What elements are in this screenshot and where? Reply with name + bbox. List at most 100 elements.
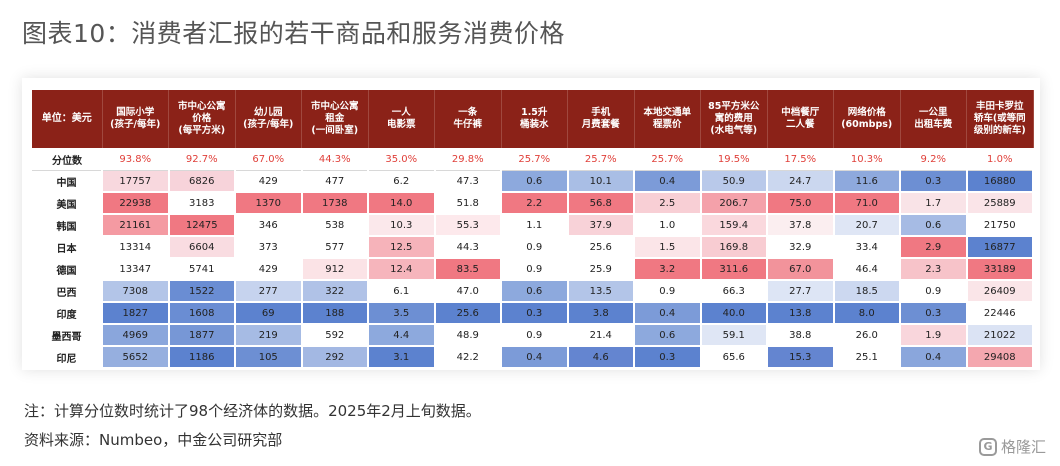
table-body: 分位数 93.8% 92.7% 67.0% 44.3% 35.0% 29.8% 25.7% 2… (32, 148, 1034, 369)
price-cell: 6.1 (368, 279, 436, 303)
column-header: 一人 电影票 (368, 90, 435, 148)
price-cell: 6604 (168, 236, 236, 259)
column-header: 1.5升 桶装水 (501, 90, 568, 148)
table-row: 日本 13314 6604 373 577 12.5 44.3 0.9 25.6 1.5 169.8… (32, 236, 1034, 259)
price-cell: 69 (235, 302, 303, 325)
table-row: 中国 17757 6826 429 477 6.2 47.3 0.6 10.1 0.4 50.9 24… (32, 170, 1034, 193)
gelonghui-logo-icon: G (978, 437, 997, 456)
price-cell: 22938 (102, 192, 170, 215)
percentile-value: 92.7% (168, 148, 235, 171)
price-cell: 14.0 (368, 192, 436, 215)
price-cell: 188 (301, 302, 369, 325)
price-cell: 10.1 (567, 170, 635, 193)
percentile-value: 25.7% (501, 148, 568, 171)
price-cell: 322 (301, 279, 369, 303)
price-cell: 1877 (168, 324, 236, 347)
price-cell: 38.8 (767, 324, 835, 347)
price-cell: 0.9 (501, 324, 569, 347)
price-cell: 0.9 (900, 279, 968, 303)
price-cell: 3.5 (368, 302, 436, 325)
price-cell: 16877 (966, 236, 1034, 259)
price-cell: 0.3 (900, 170, 968, 193)
table-row: 巴西 7308 1522 277 322 6.1 47.0 0.6 13.5 0.9 66.3 27.… (32, 279, 1034, 303)
table-row: 美国 22938 3183 1370 1738 14.0 51.8 2.2 56.8 2.5 206… (32, 192, 1034, 215)
page-title: 图表10：消费者汇报的若干商品和服务消费价格 (22, 19, 565, 48)
percentile-value: 17.5% (767, 148, 834, 171)
price-cell: 3.1 (368, 346, 436, 369)
unit-label: 单位：美元 (32, 90, 103, 148)
price-cell: 67.0 (767, 258, 835, 281)
price-cell: 0.9 (501, 258, 569, 281)
price-cell: 27.7 (767, 279, 835, 303)
country-label: 德国 (32, 258, 103, 281)
price-cell: 32.9 (767, 236, 835, 259)
price-cell: 346 (235, 214, 303, 237)
price-cell: 51.8 (434, 192, 502, 215)
table-row: 印度 1827 1608 69 188 3.5 25.6 0.3 3.8 0.4 40.0 13.8 8… (32, 302, 1034, 325)
price-cell: 18.5 (833, 279, 901, 303)
price-cell: 592 (301, 324, 369, 347)
price-cell: 429 (235, 258, 303, 281)
price-cell: 1.1 (501, 214, 569, 237)
price-cell: 2.2 (501, 192, 569, 215)
price-cell: 0.6 (501, 279, 569, 303)
price-cell: 44.3 (434, 236, 502, 259)
percentile-value: 25.7% (634, 148, 701, 171)
price-cell: 373 (235, 236, 303, 259)
price-cell: 21.4 (567, 324, 635, 347)
price-cell: 6.2 (368, 170, 436, 193)
source-note: 资料来源：Numbeo，中金公司研究部 (24, 431, 283, 449)
price-cell: 7308 (102, 279, 170, 303)
price-cell: 59.1 (700, 324, 768, 347)
price-table-card: 单位：美元 国际小学 (孩子/每年) 市中心公寓 价格 (每平方米) 幼儿园 (孩子… (22, 78, 1040, 370)
price-cell: 1522 (168, 279, 236, 303)
table-row: 德国 13347 5741 429 912 12.4 83.5 0.9 25.9 3.2 311.6… (32, 258, 1034, 281)
column-header: 85平方米公 寓的费用 (水电气等) (700, 90, 768, 148)
percentile-value: 10.3% (833, 148, 900, 171)
price-cell: 25.1 (833, 346, 901, 369)
price-cell: 13.8 (767, 302, 835, 325)
price-cell: 29408 (966, 346, 1034, 369)
column-header: 丰田卡罗拉 轿车(或等同 级别的新车) (966, 90, 1034, 148)
price-cell: 46.4 (833, 258, 901, 281)
price-cell: 56.8 (567, 192, 635, 215)
column-header: 本地交通单 程票价 (634, 90, 701, 148)
price-cell: 277 (235, 279, 303, 303)
country-label: 美国 (32, 192, 103, 215)
price-cell: 17757 (102, 170, 170, 193)
price-cell: 47.0 (434, 279, 502, 303)
price-cell: 2.9 (900, 236, 968, 259)
price-cell: 37.9 (567, 214, 635, 237)
price-cell: 10.3 (368, 214, 436, 237)
price-cell: 0.6 (634, 324, 702, 347)
price-cell: 12475 (168, 214, 236, 237)
price-cell: 1.0 (634, 214, 702, 237)
price-cell: 577 (301, 236, 369, 259)
percentile-value: 29.8% (434, 148, 501, 171)
price-cell: 2.3 (900, 258, 968, 281)
percentile-value: 19.5% (700, 148, 767, 171)
price-cell: 47.3 (434, 170, 502, 193)
percentile-value: 9.2% (900, 148, 967, 171)
price-cell: 1370 (235, 192, 303, 215)
price-cell: 0.9 (501, 236, 569, 259)
watermark: G 格隆汇 (978, 436, 1046, 457)
price-cell: 24.7 (767, 170, 835, 193)
price-cell: 0.6 (501, 170, 569, 193)
price-cell: 5652 (102, 346, 170, 369)
price-cell: 33.4 (833, 236, 901, 259)
price-cell: 169.8 (700, 236, 768, 259)
price-table: 单位：美元 国际小学 (孩子/每年) 市中心公寓 价格 (每平方米) 幼儿园 (孩子… (32, 90, 1034, 369)
price-cell: 21161 (102, 214, 170, 237)
price-cell: 538 (301, 214, 369, 237)
table-header-row: 单位：美元 国际小学 (孩子/每年) 市中心公寓 价格 (每平方米) 幼儿园 (孩子… (32, 90, 1034, 148)
price-cell: 219 (235, 324, 303, 347)
price-cell: 15.3 (767, 346, 835, 369)
column-header: 国际小学 (孩子/每年) (102, 90, 169, 148)
price-cell: 206.7 (700, 192, 768, 215)
price-cell: 1608 (168, 302, 236, 325)
column-header: 一条 牛仔裤 (434, 90, 502, 148)
price-cell: 311.6 (700, 258, 768, 281)
price-cell: 429 (235, 170, 303, 193)
percentile-row: 分位数 93.8% 92.7% 67.0% 44.3% 35.0% 29.8% 25.7% 2… (32, 148, 1033, 171)
